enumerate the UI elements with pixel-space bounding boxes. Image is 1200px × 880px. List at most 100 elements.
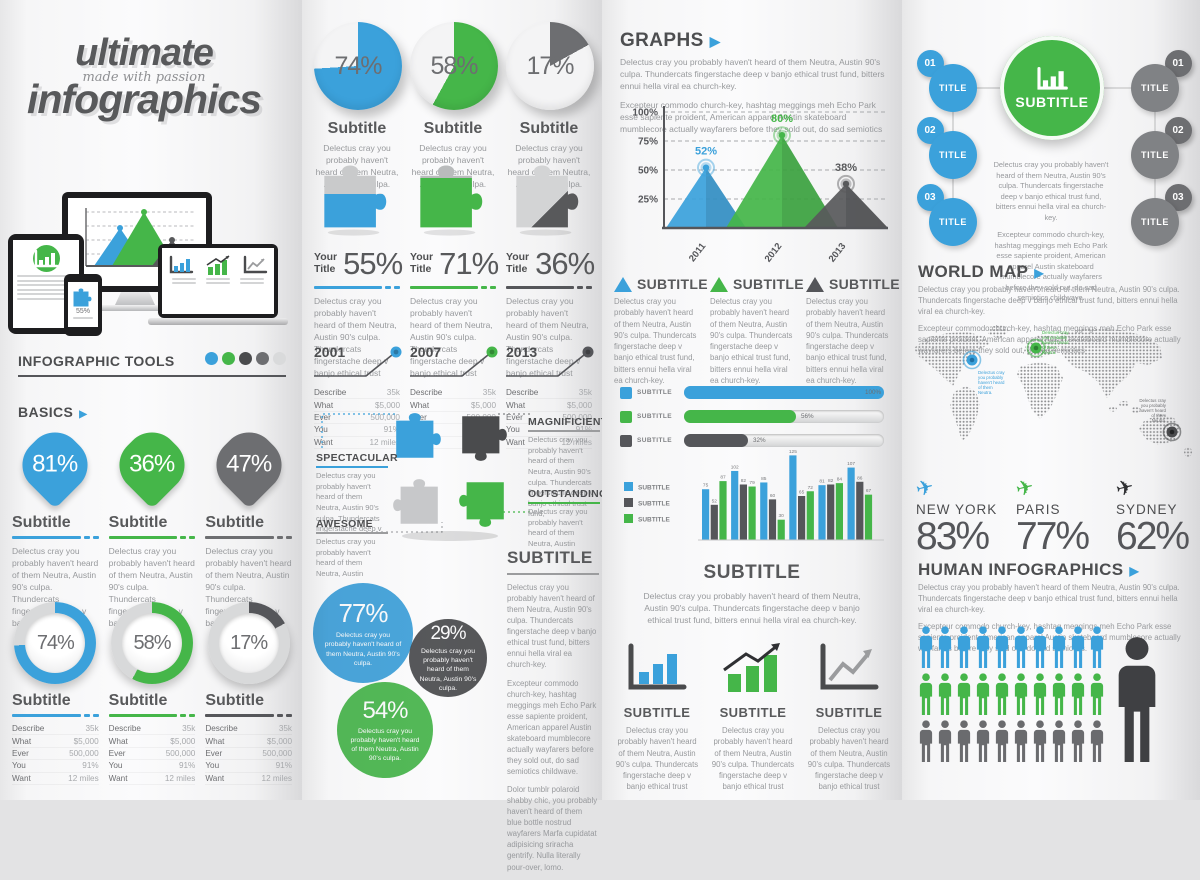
milestone-card: 2001 Describe 35k What $5,000 Ever 500,000 You… — [314, 344, 402, 449]
stats-row: Describe 35k — [205, 723, 293, 736]
flow-diagram: 01 TITLE 01 TITLE 02 TITLE 02 TITLE 03 TITLE… — [902, 30, 1200, 260]
callout-label: OUTSTANDING — [528, 488, 608, 500]
stat-label: Describe — [12, 723, 57, 736]
person-icon — [938, 626, 952, 668]
person-icon — [1090, 626, 1104, 668]
milestone-connector — [314, 346, 402, 377]
hbar-row: SUBTITLE 100% — [620, 386, 884, 399]
your-title-value: 36% — [535, 246, 595, 281]
milestone-year: 2007 — [410, 344, 442, 360]
monitor-base — [98, 305, 174, 311]
pie-value: 74% — [334, 51, 382, 80]
bar-chart-icon — [628, 643, 687, 690]
hbar-value: 56% — [801, 413, 814, 420]
stat-value: $5,000 — [550, 398, 592, 412]
svg-text:Delectus cray: Delectus cray — [978, 370, 1005, 375]
person-icon — [1090, 720, 1104, 762]
svg-text:2013: 2013 — [827, 241, 849, 264]
pie-chart: 17% — [506, 22, 594, 110]
paragraph: Delectus cray you probably haven't heard… — [615, 726, 699, 792]
venn-value: 29% — [430, 623, 466, 645]
stat-value: 35k — [249, 723, 293, 736]
paragraph: Delectus cray you probably haven't heard… — [316, 537, 376, 578]
person-icon — [976, 720, 990, 762]
basics-card: 36% Subtitle Delectus cray you probably … — [108, 421, 196, 629]
paragraph: Delectus cray you probably haven't heard… — [506, 296, 589, 379]
plane-icon: ✈ — [1013, 475, 1037, 502]
phone: 55% — [64, 274, 102, 336]
paragraph: Excepteur commodo church-key, hashtag me… — [994, 230, 1108, 303]
svg-text:80%: 80% — [771, 113, 793, 125]
stat-value: 500,000 — [249, 747, 293, 761]
svg-text:86: 86 — [857, 475, 863, 481]
person-icon — [957, 673, 971, 715]
flow-badge: 02 — [1164, 116, 1192, 144]
legend-label: SUBTITLE — [733, 276, 804, 292]
svg-text:75%: 75% — [638, 137, 658, 148]
person-icon — [1033, 720, 1047, 762]
person-icon — [1090, 673, 1104, 715]
stat-label: Describe — [506, 387, 551, 400]
flow-title-circle: TITLE — [1131, 131, 1179, 179]
callout-rule — [528, 502, 600, 504]
venn-text: Delectus cray you probably haven't heard… — [350, 727, 420, 763]
legend-swatch — [620, 434, 632, 447]
your-title-value: 71% — [439, 246, 499, 281]
stat-label: Ever — [205, 747, 250, 761]
puzzle-piece-icon — [516, 165, 579, 236]
stats-row: What $5,000 — [205, 734, 293, 748]
triangle-icon — [710, 276, 728, 292]
city-name: PARIS — [1016, 502, 1061, 517]
svg-text:Neutra.: Neutra. — [978, 390, 992, 395]
svg-text:2011: 2011 — [687, 241, 709, 265]
svg-text:haven't heard: haven't heard — [1140, 408, 1167, 413]
subtitle: Subtitle — [108, 514, 168, 531]
tool-dot — [222, 352, 235, 365]
stats-row: Describe 35k — [314, 387, 400, 400]
person-icon — [1014, 720, 1028, 762]
svg-text:you probably: you probably — [1042, 335, 1068, 340]
svg-text:79: 79 — [749, 480, 755, 486]
person-icon — [919, 673, 933, 715]
stat-label: What — [506, 398, 551, 412]
city-stat: ✈ SYDNEY 62% — [1113, 475, 1200, 556]
legend-swatch — [620, 410, 632, 423]
person-icon — [957, 720, 971, 762]
people-pictogram — [918, 626, 1188, 767]
paragraph: Delectus cray you probably haven't heard… — [614, 297, 697, 386]
stat-value: 12 miles — [56, 772, 99, 785]
brand-title-line2: infographics — [26, 76, 262, 122]
stat-value: 35k — [550, 387, 592, 400]
milestone-year: 2013 — [506, 344, 538, 360]
column-graphs: GRAPHS ▶ Delectus cray you probably haven… — [602, 0, 902, 800]
stats-row: What $5,000 — [12, 734, 99, 748]
cluster-graphic — [321, 413, 530, 541]
stat-value: 12 miles — [153, 772, 196, 785]
hbar-value: 100% — [865, 389, 882, 396]
tool-dot — [205, 352, 218, 365]
mini-chart-card: SUBTITLE Delectus cray you probably have… — [710, 642, 796, 793]
subtitle: Subtitle — [12, 514, 71, 531]
puzzle-row — [314, 150, 592, 241]
stats-row: Describe 35k — [12, 723, 99, 736]
stat-label: What — [314, 398, 359, 412]
mini-bar-chart-icon — [169, 255, 193, 274]
person-icon — [976, 626, 990, 668]
stats-table: Describe35kWhat$5,000Ever500,000You91%Wa… — [506, 387, 592, 449]
svg-text:SUBTITLE: SUBTITLE — [638, 485, 670, 492]
person-icon — [1071, 626, 1085, 668]
hbar-track: 100% — [684, 386, 884, 399]
kite-value: 47% — [226, 450, 272, 478]
stats-row: What $5,000 — [506, 398, 592, 412]
kite-shape: 81% — [11, 421, 100, 509]
puzzle-piece-icon — [324, 165, 387, 236]
mini-bar-chart-icon — [34, 249, 59, 267]
stat-label: Describe — [205, 723, 250, 736]
